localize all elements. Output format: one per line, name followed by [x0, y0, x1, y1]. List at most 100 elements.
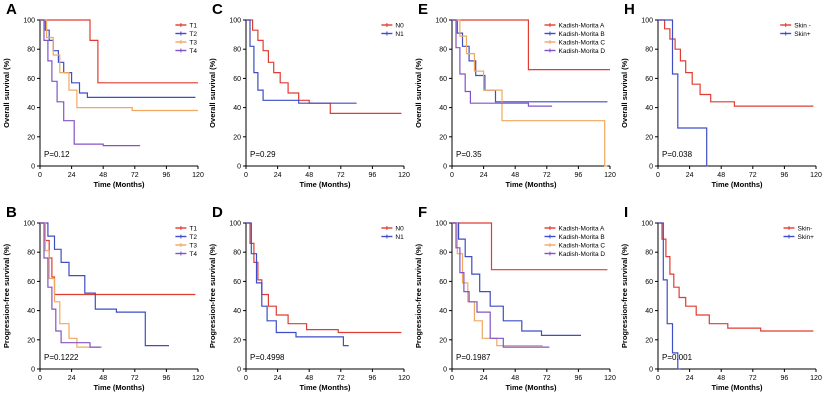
svg-text:24: 24: [68, 172, 76, 179]
svg-text:Time (Months): Time (Months): [505, 383, 557, 392]
km-curves-svg: 0 20 40 60 80 100 0 24 48 72 96 120 Time (Months) Ove…: [2, 18, 204, 190]
km-curves-svg: 0 20 40 60 80 100 0 24 48 72 96 120 Time (Months) Ove…: [208, 18, 410, 190]
panel-label-h: H: [624, 1, 635, 18]
svg-text:96: 96: [369, 172, 377, 179]
svg-text:20: 20: [439, 337, 447, 344]
svg-text:Time (Months): Time (Months): [299, 383, 351, 392]
svg-text:Time (Months): Time (Months): [93, 383, 145, 392]
svg-text:48: 48: [305, 172, 313, 179]
svg-text:T1: T1: [189, 22, 197, 29]
km-curves-svg: 0 20 40 60 80 100 0 24 48 72 96 120 Time (Months) Pro…: [208, 221, 410, 393]
km-plot-a: 0 20 40 60 80 100 0 24 48 72 96 120 Time (Months) Ove…: [0, 6, 206, 203]
panel-b-pfs-t-stage: B 0 20 40 60 80 100 0 24 48 72 96 120 Time (Months) P…: [0, 203, 206, 406]
panel-c-overall-survival-n-stage: C 0 20 40 60 80 100 0 24 48 72 96 120 Time (Months) O…: [206, 0, 412, 203]
svg-text:48: 48: [717, 375, 725, 382]
svg-text:80: 80: [645, 47, 653, 54]
p-value-h: P=0.038: [662, 150, 693, 159]
svg-text:Progression-free survival (%): Progression-free survival (%): [414, 243, 423, 348]
svg-text:80: 80: [645, 250, 653, 257]
panel-h-overall-survival-skin: H 0 20 40 60 80 100 0 24 48 72 96 120 Time (Months) O…: [618, 0, 824, 203]
svg-text:Overall survival (%): Overall survival (%): [620, 58, 629, 128]
svg-text:60: 60: [233, 279, 241, 286]
svg-text:Skin+: Skin+: [798, 234, 815, 241]
svg-text:48: 48: [305, 375, 313, 382]
svg-text:72: 72: [337, 172, 345, 179]
svg-text:40: 40: [439, 308, 447, 315]
svg-text:20: 20: [645, 337, 653, 344]
svg-text:T3: T3: [189, 39, 197, 46]
svg-text:60: 60: [27, 76, 35, 83]
km-curves-svg: 0 20 40 60 80 100 0 24 48 72 96 120 Time (Months) Pro…: [2, 221, 204, 393]
svg-text:48: 48: [511, 375, 519, 382]
svg-text:60: 60: [439, 279, 447, 286]
svg-text:24: 24: [686, 172, 694, 179]
svg-text:48: 48: [99, 375, 107, 382]
svg-text:100: 100: [641, 221, 653, 228]
svg-text:72: 72: [543, 172, 551, 179]
svg-text:72: 72: [543, 375, 551, 382]
svg-text:Time (Months): Time (Months): [299, 180, 351, 189]
svg-text:Kadish-Morita D: Kadish-Morita D: [559, 48, 606, 55]
svg-text:96: 96: [163, 172, 171, 179]
km-plot-i: 0 20 40 60 80 100 0 24 48 72 96 120 Time (Months) Pro…: [618, 209, 824, 406]
svg-text:72: 72: [749, 172, 757, 179]
svg-text:0: 0: [450, 172, 454, 179]
svg-text:20: 20: [233, 337, 241, 344]
panel-d-pfs-n-stage: D 0 20 40 60 80 100 0 24 48 72 96 120 Time (Months) P…: [206, 203, 412, 406]
svg-text:0: 0: [38, 172, 42, 179]
svg-text:72: 72: [337, 375, 345, 382]
svg-text:T1: T1: [189, 225, 197, 232]
panel-a-overall-survival-t-stage: A 0 20 40 60 80 100 0 24 48 72 96 120 Time (Months) O…: [0, 0, 206, 203]
svg-text:N1: N1: [395, 31, 404, 38]
svg-text:Kadish-Morita B: Kadish-Morita B: [559, 31, 605, 38]
p-value-a: P=0.12: [44, 150, 70, 159]
svg-text:Time (Months): Time (Months): [505, 180, 557, 189]
svg-text:100: 100: [23, 18, 35, 25]
svg-text:Kadish-Morita D: Kadish-Morita D: [559, 251, 606, 258]
km-curves-svg: 0 20 40 60 80 100 0 24 48 72 96 120 Time (Months) Ove…: [620, 18, 822, 190]
svg-text:0: 0: [649, 367, 653, 374]
svg-text:80: 80: [233, 250, 241, 257]
svg-text:Overall survival (%): Overall survival (%): [414, 58, 423, 128]
svg-text:120: 120: [398, 375, 410, 382]
svg-text:0: 0: [649, 164, 653, 171]
svg-text:60: 60: [645, 76, 653, 83]
svg-text:72: 72: [131, 172, 139, 179]
svg-text:80: 80: [27, 250, 35, 257]
svg-text:100: 100: [435, 18, 447, 25]
panel-label-b: B: [6, 204, 17, 221]
svg-text:40: 40: [645, 308, 653, 315]
panel-label-f: F: [418, 204, 428, 221]
svg-text:T2: T2: [189, 234, 197, 241]
km-plot-h: 0 20 40 60 80 100 0 24 48 72 96 120 Time (Months) Ove…: [618, 6, 824, 203]
svg-text:Progression-free survival (%): Progression-free survival (%): [620, 243, 629, 348]
p-value-i: P=0.001: [662, 353, 693, 362]
km-plot-e: 0 20 40 60 80 100 0 24 48 72 96 120 Time (Months) Ove…: [412, 6, 618, 203]
svg-text:100: 100: [229, 221, 241, 228]
svg-text:Overall survival (%): Overall survival (%): [208, 58, 217, 128]
svg-text:60: 60: [645, 279, 653, 286]
svg-text:0: 0: [450, 375, 454, 382]
svg-text:T2: T2: [189, 31, 197, 38]
svg-text:60: 60: [439, 76, 447, 83]
svg-text:100: 100: [229, 18, 241, 25]
svg-text:Time (Months): Time (Months): [93, 180, 145, 189]
svg-text:96: 96: [781, 375, 789, 382]
svg-text:120: 120: [192, 172, 204, 179]
svg-text:0: 0: [244, 375, 248, 382]
panel-label-i: I: [624, 204, 629, 221]
svg-text:96: 96: [781, 172, 789, 179]
svg-text:120: 120: [810, 375, 822, 382]
svg-text:0: 0: [443, 164, 447, 171]
svg-text:N1: N1: [395, 234, 404, 241]
svg-text:40: 40: [233, 308, 241, 315]
svg-text:0: 0: [237, 367, 241, 374]
svg-text:120: 120: [398, 172, 410, 179]
panel-label-c: C: [212, 1, 223, 18]
svg-text:100: 100: [641, 18, 653, 25]
svg-text:40: 40: [27, 308, 35, 315]
svg-text:120: 120: [192, 375, 204, 382]
panel-i-pfs-skin: I 0 20 40 60 80 100 0 24 48 72 96 120 Time (Months) P…: [618, 203, 824, 406]
panel-label-a: A: [6, 1, 17, 18]
